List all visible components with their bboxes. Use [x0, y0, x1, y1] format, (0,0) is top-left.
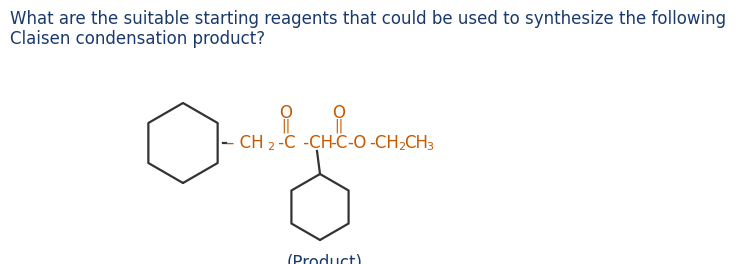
Text: CH: CH [404, 134, 428, 152]
Text: -CH: -CH [369, 134, 399, 152]
Text: -C: -C [273, 134, 296, 152]
Text: 2: 2 [267, 142, 274, 152]
Text: ||: || [334, 119, 343, 133]
Text: – CH: – CH [226, 134, 264, 152]
Text: 2: 2 [398, 142, 405, 152]
Text: (Product): (Product) [287, 254, 363, 264]
Text: What are the suitable starting reagents that could be used to synthesize the fol: What are the suitable starting reagents … [10, 10, 726, 28]
Text: -O: -O [347, 134, 367, 152]
Text: O: O [279, 104, 292, 122]
Text: 3: 3 [426, 142, 433, 152]
Text: O: O [333, 104, 346, 122]
Text: Claisen condensation product?: Claisen condensation product? [10, 30, 265, 48]
Text: ||: || [282, 119, 291, 133]
Text: -CH: -CH [298, 134, 333, 152]
Text: -C: -C [330, 134, 347, 152]
